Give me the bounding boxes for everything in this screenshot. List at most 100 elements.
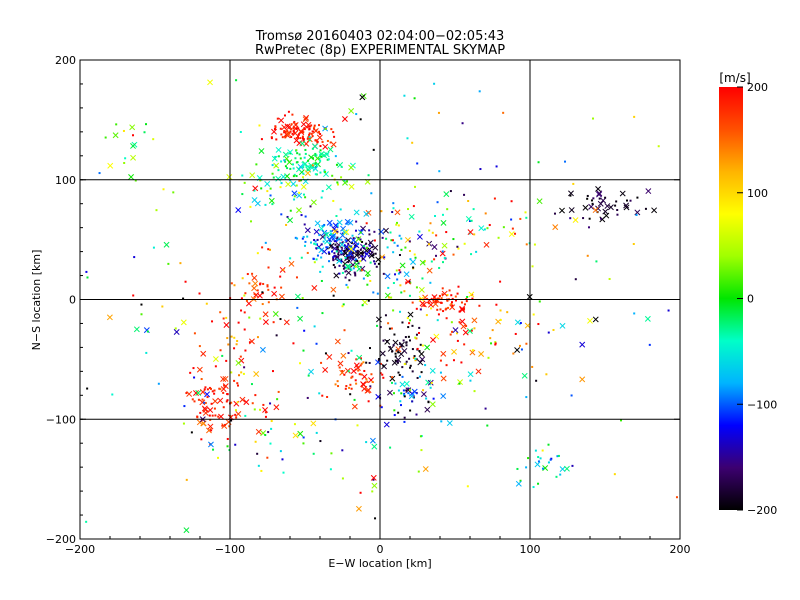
data-point xyxy=(308,128,311,131)
data-point xyxy=(414,357,417,360)
data-point xyxy=(319,145,322,148)
data-point-cross xyxy=(604,203,611,209)
data-point-cross xyxy=(212,398,219,405)
data-point xyxy=(412,205,415,208)
data-point-cross xyxy=(348,183,355,190)
data-point-cross xyxy=(363,251,370,258)
data-point xyxy=(411,400,414,403)
data-point xyxy=(389,446,392,449)
data-point xyxy=(290,135,293,138)
data-point xyxy=(421,277,424,280)
data-point xyxy=(427,401,430,404)
data-point xyxy=(226,393,229,396)
data-point xyxy=(303,223,306,226)
data-point-cross xyxy=(443,191,450,198)
data-point xyxy=(273,286,276,289)
data-point xyxy=(343,179,346,182)
data-point-cross xyxy=(354,365,361,371)
data-point xyxy=(340,176,343,179)
x-tick-label: 200 xyxy=(670,543,691,556)
data-point-cross xyxy=(469,349,476,356)
data-point-cross xyxy=(427,379,434,386)
data-point xyxy=(405,389,408,392)
data-point xyxy=(487,356,490,359)
data-point-cross xyxy=(467,229,474,236)
data-point-cross xyxy=(347,219,354,226)
data-point xyxy=(354,272,357,275)
data-point xyxy=(392,282,395,285)
data-point xyxy=(430,260,433,263)
data-point xyxy=(323,169,326,172)
data-point-cross xyxy=(321,248,328,255)
data-point xyxy=(510,200,513,203)
data-point xyxy=(407,335,410,338)
data-point xyxy=(392,202,395,205)
data-point xyxy=(499,318,502,321)
data-point xyxy=(445,317,448,320)
data-point-cross xyxy=(398,351,405,358)
data-point xyxy=(222,391,225,394)
data-point-cross xyxy=(619,190,626,197)
data-point xyxy=(327,251,330,254)
data-point xyxy=(369,385,372,388)
data-point xyxy=(261,303,264,306)
data-point xyxy=(275,334,278,337)
data-point-cross xyxy=(300,183,307,190)
data-point-cross xyxy=(596,190,603,197)
data-point-cross xyxy=(424,344,431,351)
data-point-cross xyxy=(440,393,447,400)
data-point xyxy=(422,389,425,392)
data-point xyxy=(371,381,374,384)
data-point xyxy=(549,458,552,461)
data-point xyxy=(337,253,340,256)
data-point xyxy=(452,359,455,362)
data-point xyxy=(267,288,270,291)
data-point xyxy=(269,194,272,197)
data-point-cross xyxy=(272,311,279,317)
data-point xyxy=(460,301,463,304)
data-point-cross xyxy=(301,161,308,168)
data-point xyxy=(333,254,336,257)
data-point xyxy=(456,332,459,335)
data-point xyxy=(625,199,628,202)
data-point xyxy=(328,260,331,263)
data-point xyxy=(590,199,593,202)
data-point xyxy=(409,366,412,369)
data-point xyxy=(284,165,287,168)
data-point xyxy=(140,303,143,306)
data-point-cross xyxy=(451,348,458,355)
data-point-cross xyxy=(330,141,337,148)
data-point xyxy=(304,215,307,218)
data-point xyxy=(240,371,243,374)
data-point xyxy=(267,301,270,304)
data-point xyxy=(430,307,433,310)
data-point-cross xyxy=(336,258,343,264)
data-point xyxy=(390,239,393,242)
data-point xyxy=(238,374,241,377)
data-point xyxy=(337,237,340,240)
data-point xyxy=(289,257,292,260)
data-point xyxy=(359,118,362,121)
data-point-cross xyxy=(130,154,137,161)
data-point xyxy=(633,115,636,118)
data-point xyxy=(264,411,267,414)
data-point xyxy=(329,230,332,233)
data-point xyxy=(479,168,482,171)
x-tick-label: 100 xyxy=(520,543,541,556)
data-point-cross xyxy=(579,376,586,383)
data-point xyxy=(332,199,335,202)
data-point xyxy=(401,366,404,369)
data-point xyxy=(320,256,323,259)
data-point-cross xyxy=(297,315,304,322)
data-point-cross xyxy=(217,397,224,404)
data-point xyxy=(329,468,332,471)
data-point xyxy=(140,313,143,316)
data-point xyxy=(327,158,330,161)
data-point-cross xyxy=(403,380,410,387)
data-point xyxy=(174,327,177,330)
data-point xyxy=(343,329,346,332)
data-point xyxy=(211,414,214,417)
data-point xyxy=(386,340,389,343)
data-point xyxy=(319,133,322,136)
data-point xyxy=(409,258,412,261)
